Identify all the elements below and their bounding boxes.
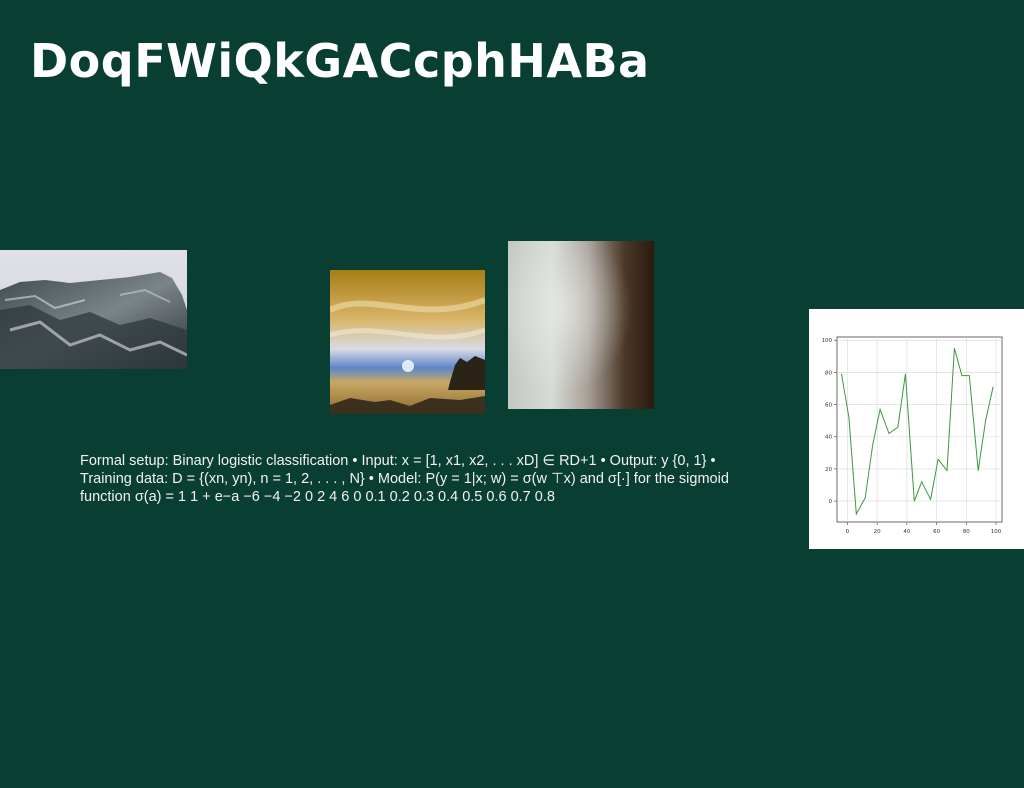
x-tick-label: 80 — [963, 529, 970, 535]
slide-body-text: Formal setup: Binary logistic classifica… — [80, 452, 740, 506]
data-point — [978, 470, 979, 471]
data-point — [985, 420, 986, 421]
blurred-photo — [508, 241, 654, 409]
data-point — [954, 348, 955, 349]
slide-title: DoqFWiQkGACcphHABa — [30, 34, 650, 88]
data-point — [856, 514, 857, 515]
y-tick-label: 60 — [825, 403, 832, 409]
y-tick-label: 20 — [825, 467, 832, 473]
data-point — [938, 459, 939, 460]
x-tick-label: 60 — [933, 529, 940, 535]
data-point — [865, 497, 866, 498]
data-point — [930, 499, 931, 500]
line-chart: 0 20 40 60 80 100 0 20 40 60 80 100 — [809, 309, 1024, 549]
x-tick-label: 20 — [874, 529, 881, 535]
data-point — [889, 433, 890, 434]
x-tick-label: 40 — [903, 529, 910, 535]
plot-area — [837, 337, 1002, 522]
data-point — [947, 470, 948, 471]
data-point — [961, 375, 962, 376]
y-tick-label: 100 — [822, 338, 833, 344]
data-point — [898, 427, 899, 428]
y-tick-label: 40 — [825, 435, 832, 441]
x-tick-label: 100 — [991, 529, 1002, 535]
data-point — [880, 409, 881, 410]
data-point — [969, 375, 970, 376]
data-point — [848, 417, 849, 418]
sunset-photo — [330, 270, 485, 414]
data-point — [914, 501, 915, 502]
line-chart-plot: 0 20 40 60 80 100 0 20 40 60 80 100 — [809, 309, 1024, 549]
y-tick-label: 0 — [829, 499, 833, 505]
x-tick-label: 0 — [846, 529, 850, 535]
mountain-photo — [0, 250, 187, 369]
data-point — [872, 444, 873, 445]
y-tick-label: 80 — [825, 370, 832, 376]
data-point — [921, 481, 922, 482]
data-point — [993, 386, 994, 387]
data-point — [841, 374, 842, 375]
data-point — [905, 374, 906, 375]
